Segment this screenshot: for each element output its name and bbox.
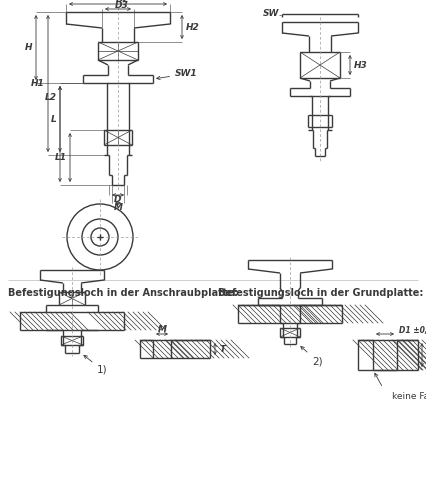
Text: 1): 1) <box>84 356 108 375</box>
Text: H3: H3 <box>354 60 368 70</box>
Text: D1 ±0,1: D1 ±0,1 <box>399 326 426 334</box>
Text: D2: D2 <box>116 0 130 4</box>
Text: H1: H1 <box>31 79 45 88</box>
Text: L1: L1 <box>55 153 67 162</box>
Text: H2: H2 <box>186 22 200 32</box>
Text: T: T <box>220 344 226 354</box>
Text: D: D <box>114 196 122 204</box>
Text: keine Fase: keine Fase <box>392 392 426 401</box>
Text: D3: D3 <box>115 0 129 10</box>
Text: L2: L2 <box>45 94 57 102</box>
Text: Befestigungsloch in der Grundplatte:: Befestigungsloch in der Grundplatte: <box>218 288 423 298</box>
Text: H: H <box>25 43 32 52</box>
Text: SW1: SW1 <box>157 70 198 80</box>
Text: Befestigungsloch in der Anschraubplatte:: Befestigungsloch in der Anschraubplatte: <box>8 288 238 298</box>
Text: M: M <box>158 326 167 334</box>
Text: 2): 2) <box>301 346 322 366</box>
Text: L: L <box>51 114 57 124</box>
Text: M: M <box>113 204 123 212</box>
Text: SW: SW <box>262 10 279 18</box>
